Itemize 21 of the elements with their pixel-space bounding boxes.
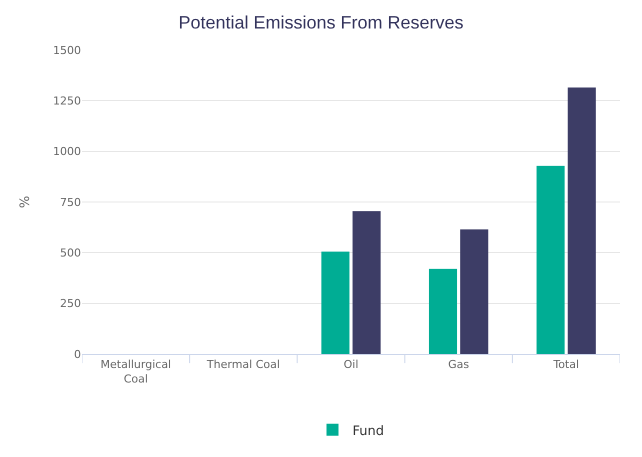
chart-title: Potential Emissions From Reserves xyxy=(178,12,464,33)
x-tick-label: Total xyxy=(552,358,580,372)
bar xyxy=(460,229,488,354)
y-tick-label: 0 xyxy=(74,348,81,361)
bar xyxy=(352,211,381,354)
x-tick-label: Oil xyxy=(344,358,358,372)
bar xyxy=(568,87,596,354)
y-tick-label: 750 xyxy=(60,196,81,209)
bar xyxy=(536,166,565,354)
y-tick-label: 500 xyxy=(60,246,81,260)
legend-label: Fund xyxy=(352,424,384,439)
x-tick-label: Thermal Coal xyxy=(206,358,280,372)
y-tick-label: 1500 xyxy=(53,44,81,57)
y-tick-label: 250 xyxy=(60,297,81,310)
bar xyxy=(321,252,350,354)
y-tick-label: 1250 xyxy=(53,94,81,108)
y-tick-label: 1000 xyxy=(53,145,81,158)
y-axis-title: % xyxy=(18,196,33,208)
bar xyxy=(428,268,458,354)
x-tick-label: Metallurgical Coal xyxy=(100,358,172,386)
x-tick-label: Gas xyxy=(448,358,470,372)
